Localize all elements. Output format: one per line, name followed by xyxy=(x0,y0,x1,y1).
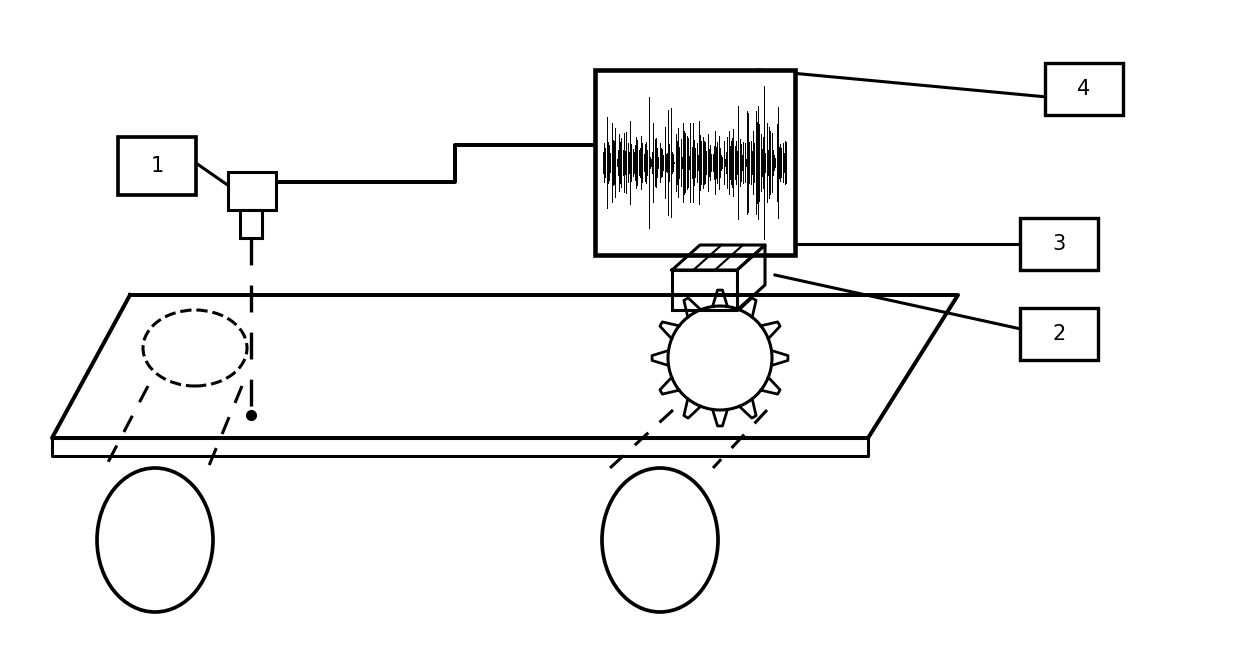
Bar xyxy=(1020,218,1098,270)
Bar xyxy=(1044,63,1123,115)
Circle shape xyxy=(668,306,772,410)
Ellipse shape xyxy=(97,468,213,612)
Bar xyxy=(1020,308,1098,360)
Text: 2: 2 xyxy=(1052,324,1066,344)
Bar xyxy=(118,137,196,195)
Ellipse shape xyxy=(602,468,717,612)
Text: 4: 4 xyxy=(1078,79,1090,99)
Text: 1: 1 xyxy=(150,156,164,176)
Bar xyxy=(595,70,795,255)
Text: 3: 3 xyxy=(1052,234,1066,254)
Bar xyxy=(240,210,261,238)
Bar xyxy=(228,172,276,210)
